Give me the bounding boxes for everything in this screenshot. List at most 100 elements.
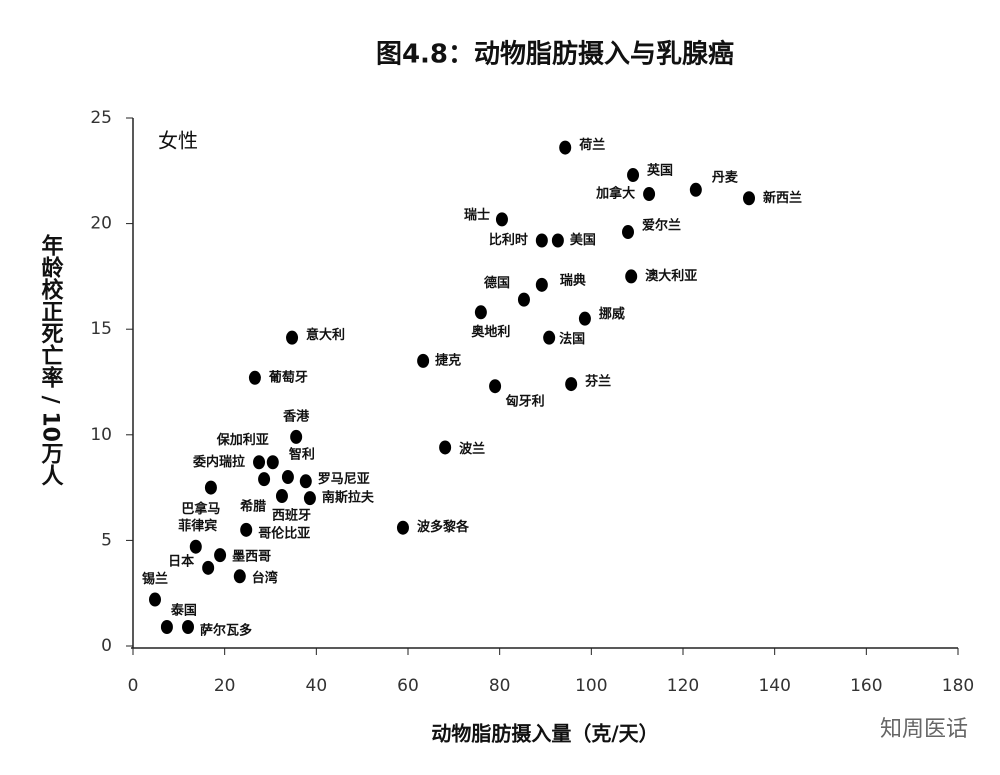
point-label: 加拿大 [595, 186, 635, 202]
point [290, 429, 303, 444]
point [182, 619, 194, 634]
x-tick-label: 20 [214, 676, 236, 696]
x-tick-label: 180 [942, 676, 974, 696]
y-tick-label: 10 [90, 425, 112, 445]
x-tick-label: 160 [850, 676, 882, 696]
point-label: 丹麦 [712, 169, 739, 185]
y-tick-label: 5 [101, 530, 112, 550]
point-label: 哥伦比亚 [258, 525, 310, 541]
point-label: 保加利亚 [216, 432, 269, 448]
point [396, 520, 409, 535]
point [202, 560, 215, 575]
point-label: 萨尔瓦多 [200, 622, 252, 638]
point [578, 311, 591, 326]
point [689, 182, 702, 197]
y-tick-label: 0 [101, 636, 112, 656]
point [286, 330, 299, 345]
point [253, 455, 266, 470]
x-tick-label: 60 [397, 676, 419, 696]
point-label: 委内瑞拉 [192, 454, 245, 470]
point [543, 330, 556, 345]
point-label: 爱尔兰 [642, 218, 681, 234]
point-label: 葡萄牙 [268, 369, 308, 385]
point-label: 德国 [484, 275, 510, 291]
point [535, 277, 548, 292]
y-tick-label: 25 [90, 108, 112, 128]
point [517, 292, 530, 307]
point-label: 香港 [282, 408, 310, 424]
point [551, 233, 564, 248]
point-label: 捷克 [435, 352, 461, 368]
point [240, 522, 253, 537]
point [160, 619, 173, 634]
point [643, 187, 656, 202]
point [258, 472, 271, 487]
point-label: 新西兰 [763, 190, 802, 206]
point-label: 泰国 [170, 602, 197, 618]
point [275, 489, 288, 504]
point-label: 墨西哥 [232, 549, 271, 565]
point [299, 474, 312, 489]
point-label: 锡兰 [142, 571, 168, 587]
point-label: 比利时 [489, 232, 528, 248]
point [189, 539, 202, 554]
point-label: 日本 [168, 553, 194, 569]
y-tick-label: 15 [90, 319, 112, 339]
point [248, 370, 261, 385]
x-tick-label: 100 [575, 676, 607, 696]
point-label: 台湾 [252, 570, 278, 586]
point-label: 澳大利亚 [645, 268, 697, 284]
point-label: 波多黎各 [417, 519, 470, 535]
point [622, 225, 634, 240]
point [233, 569, 246, 584]
x-tick-label: 40 [306, 676, 328, 696]
point-label: 奥地利 [471, 324, 510, 340]
point [489, 379, 502, 394]
point-label: 巴拿马 [181, 501, 220, 517]
point-label: 美国 [570, 232, 596, 248]
point [627, 168, 640, 183]
point [417, 353, 430, 368]
point-label: 英国 [646, 163, 673, 179]
point [303, 491, 316, 506]
point-label: 罗马尼亚 [318, 472, 370, 487]
annotation: 女性 [158, 129, 198, 153]
point [625, 269, 638, 284]
x-axis-label: 动物脂肪摄入量（克/天） [431, 722, 658, 746]
point [281, 470, 294, 485]
point-label: 南斯拉夫 [322, 490, 375, 506]
x-tick-label: 120 [667, 676, 699, 696]
point [559, 140, 572, 155]
point [149, 592, 161, 607]
watermark: 知周医话 [880, 717, 968, 742]
point-label: 芬兰 [584, 374, 611, 390]
point-label: 瑞典 [560, 272, 586, 288]
point-label: 匈牙利 [506, 394, 545, 410]
point-label: 波兰 [459, 441, 485, 457]
x-tick-label: 140 [758, 676, 790, 696]
point-label: 西班牙 [272, 508, 311, 524]
point [495, 212, 508, 227]
point-label: 瑞士 [464, 207, 490, 223]
y-axis-label: 年龄校正死亡率 / 10万人 [38, 233, 65, 486]
point [266, 455, 279, 470]
point [565, 377, 578, 392]
point [204, 480, 217, 495]
point [743, 191, 755, 206]
chart-title: 图4.8：动物脂肪摄入与乳腺癌 [376, 39, 734, 70]
point-label: 挪威 [599, 306, 625, 322]
x-tick-label: 80 [489, 676, 511, 696]
point-label: 希腊 [240, 499, 266, 515]
point [535, 233, 548, 248]
point-label: 法国 [559, 331, 585, 347]
point [439, 440, 452, 455]
x-tick-label: 0 [128, 676, 139, 696]
point-label: 智利 [289, 447, 315, 463]
point-label: 意大利 [306, 327, 345, 343]
point [474, 305, 487, 320]
y-tick-label: 20 [90, 214, 112, 234]
point-label: 菲律宾 [178, 518, 217, 534]
point [214, 548, 227, 563]
